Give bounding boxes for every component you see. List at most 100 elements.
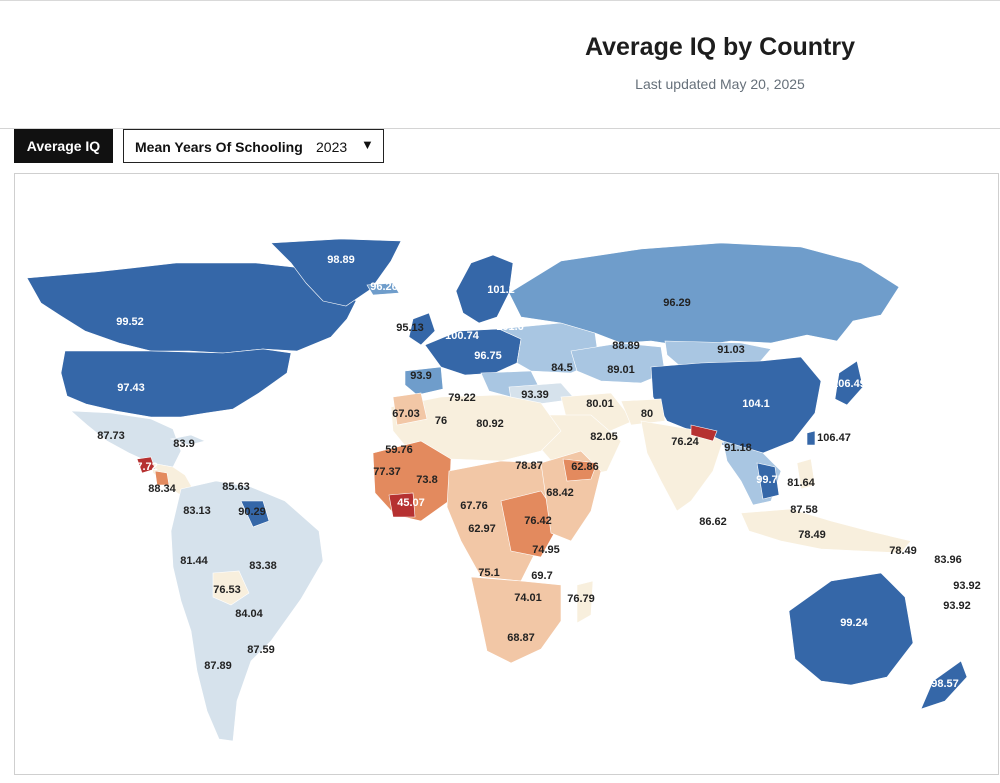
country-guyana[interactable] [240,500,270,528]
map-label-uk: 95.13 [396,322,424,334]
country-ethiopia[interactable] [562,458,598,482]
map-label-afghanistan: 80 [641,408,653,420]
world-map[interactable]: 98.89 96.26 99.52 97.43 87.73 83.9 47.72 88.34 8… [14,173,999,775]
map-label-argentina: 87.89 [204,660,232,672]
map-label-india: 76.24 [671,436,699,448]
country-vietnam[interactable] [756,462,780,500]
map-label-myanmar: 91.18 [724,442,752,454]
map-label-mexico: 87.73 [97,430,125,442]
map-label-somalia: 68.42 [546,487,574,499]
country-south-america[interactable] [170,480,324,742]
page-header: Average IQ by Country Last updated May 2… [0,0,1000,129]
map-label-guatemala: 47.72 [130,461,158,473]
country-russia[interactable] [508,242,900,348]
country-southern-africa[interactable] [470,576,562,664]
average-iq-tab[interactable]: Average IQ [14,129,113,163]
dropdown-label: Mean Years Of Schooling [135,139,303,155]
country-nepal[interactable] [690,424,718,442]
map-label-algeria: 76 [435,415,447,427]
map-label-libya: 79.22 [448,392,476,404]
country-greenland[interactable] [270,238,402,307]
map-label-vanuatu: 93.92 [953,580,981,592]
map-label-papua-new-guinea: 78.49 [889,545,917,557]
country-taiwan[interactable] [806,430,816,446]
map-label-fiji: 93.92 [943,600,971,612]
country-afghanistan[interactable] [620,398,666,426]
last-updated-text: Last updated May 20, 2025 [635,76,805,92]
map-label-tanzania: 74.95 [532,544,560,556]
map-label-congo: 76.42 [524,515,552,527]
map-label-sri-lanka: 86.62 [699,516,727,528]
map-label-peru: 81.44 [180,555,208,567]
map-label-ukraine: 88.89 [612,340,640,352]
map-label-madagascar: 76.79 [567,593,595,605]
map-label-paraguay: 84.04 [235,608,263,620]
map-label-australia: 99.24 [840,617,868,629]
map-label-nicaragua: 88.34 [148,483,176,495]
map-label-senegal: 77.37 [373,466,401,478]
map-label-burkina-faso: 73.8 [416,474,437,486]
map-label-kazakhstan: 89.01 [607,364,635,376]
country-sierra-leone[interactable] [388,492,416,518]
country-guatemala[interactable] [136,456,156,474]
map-label-canada: 99.52 [116,316,144,328]
map-label-spain: 93.9 [410,370,431,382]
country-uk[interactable] [408,312,436,346]
map-label-new-zealand: 98.57 [931,678,959,690]
map-label-ethiopia: 62.86 [571,461,599,473]
map-label-venezuela: 85.63 [222,481,250,493]
chevron-down-icon: ▼ [361,137,374,152]
map-label-angola: 75.1 [478,567,499,579]
map-label-mali: 59.76 [385,444,413,456]
map-label-belarus: 101.6 [496,321,524,333]
map-label-brazil: 83.38 [249,560,277,572]
map-label-cameroon: 62.97 [468,523,496,535]
map-label-iceland: 96.26 [370,281,398,293]
map-label-greenland: 98.89 [327,254,355,266]
map-label-russia: 96.29 [663,297,691,309]
page-title: Average IQ by Country [585,33,855,61]
metric-dropdown[interactable]: Mean Years Of Schooling 2023 ▼ [123,129,384,163]
country-indonesia[interactable] [740,508,912,554]
top-rule [0,0,1000,1]
map-label-malaysia: 87.58 [790,504,818,516]
map-label-colombia: 83.13 [183,505,211,517]
country-japan[interactable] [834,360,864,406]
map-label-sudan: 78.87 [515,460,543,472]
country-canada[interactable] [26,262,357,354]
country-cuba[interactable] [169,434,206,446]
map-label-saudi-arabia: 82.05 [590,431,618,443]
country-morocco[interactable] [392,392,428,426]
world-map-svg [26,238,968,742]
map-label-iran: 80.01 [586,398,614,410]
map-label-hungary: 96.75 [474,350,502,362]
country-philippines[interactable] [796,458,816,490]
country-madagascar[interactable] [576,580,594,624]
map-label-germany: 100.74 [445,330,480,342]
map-label-malawi: 69.7 [531,570,552,582]
map-label-philippines: 81.64 [787,477,815,489]
value-labels: 98.89 96.26 99.52 97.43 87.73 83.9 47.72 88.34 8… [97,254,981,690]
map-label-cuba: 83.9 [173,438,194,450]
map-label-sierra-leone: 45.07 [397,497,425,509]
map-label-indonesia: 78.49 [798,529,826,541]
country-new-zealand[interactable] [920,660,968,710]
map-label-usa: 97.43 [117,382,145,394]
country-iceland[interactable] [366,282,400,296]
map-label-mongolia: 91.03 [717,344,745,356]
map-label-turkey: 93.39 [521,389,549,401]
country-nicaragua[interactable] [154,470,170,486]
country-spain[interactable] [404,366,444,396]
map-label-uruguay: 87.59 [247,644,275,656]
map-label-guyana: 90.29 [238,506,266,518]
map-label-taiwan: 106.47 [817,432,851,444]
map-label-georgia: 84.5 [551,362,572,374]
country-australia[interactable] [788,572,914,686]
map-label-vietnam: 99.75 [756,474,784,486]
map-label-botswana: 74.01 [514,592,542,604]
map-label-china: 104.1 [742,398,770,410]
map-label-solomon-islands: 83.96 [934,554,962,566]
country-bolivia[interactable] [212,570,250,606]
country-usa[interactable] [60,348,292,418]
country-congo[interactable] [500,490,562,558]
